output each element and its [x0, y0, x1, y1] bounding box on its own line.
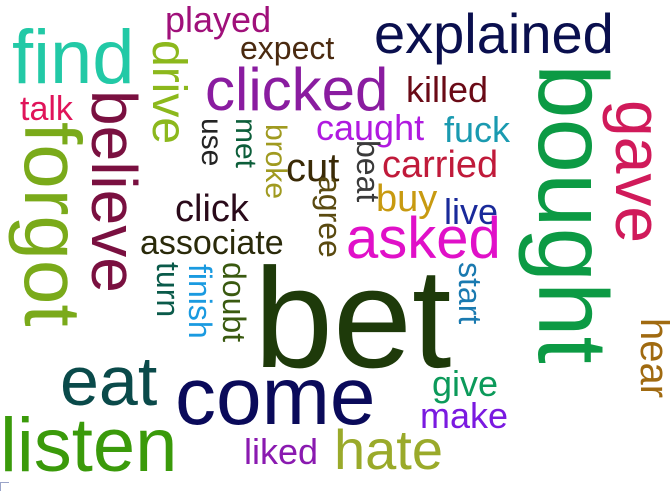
word-turn: turn: [150, 262, 186, 318]
word-use: use: [195, 118, 228, 167]
word-listen: listen: [0, 403, 178, 488]
word-fuck: fuck: [444, 109, 511, 150]
word-drive: drive: [142, 40, 195, 145]
word-expect: expect: [240, 30, 335, 66]
word-click: click: [175, 188, 249, 230]
word-gave: gave: [602, 100, 672, 244]
word-hear: hear: [632, 318, 672, 399]
word-associate: associate: [140, 224, 284, 262]
word-killed: killed: [406, 69, 489, 110]
word-cut: cut: [286, 146, 340, 190]
word-start: start: [452, 262, 488, 325]
word-carried: carried: [382, 144, 499, 186]
word-liked: liked: [244, 431, 319, 472]
word-come: come: [175, 351, 376, 442]
corner-mark: [0, 482, 9, 491]
word-eat: eat: [60, 342, 158, 420]
word-clicked: clicked: [205, 56, 389, 123]
word-find: find: [12, 15, 135, 100]
word-finish: finish: [182, 264, 218, 339]
word-hate: hate: [334, 418, 443, 481]
word-caught: caught: [316, 107, 425, 148]
word-buy: buy: [376, 178, 438, 220]
word-talk: talk: [20, 90, 73, 128]
word-give: give: [432, 363, 499, 404]
word-doubt: doubt: [216, 262, 252, 343]
word-asked: asked: [346, 206, 501, 271]
word-explained: explained: [374, 2, 614, 65]
word-live: live: [444, 191, 499, 232]
word-bet: bet: [254, 239, 452, 398]
word-forgot: forgot: [8, 122, 97, 327]
word-met: met: [229, 118, 262, 169]
word-played: played: [165, 0, 272, 40]
word-make: make: [420, 395, 509, 436]
